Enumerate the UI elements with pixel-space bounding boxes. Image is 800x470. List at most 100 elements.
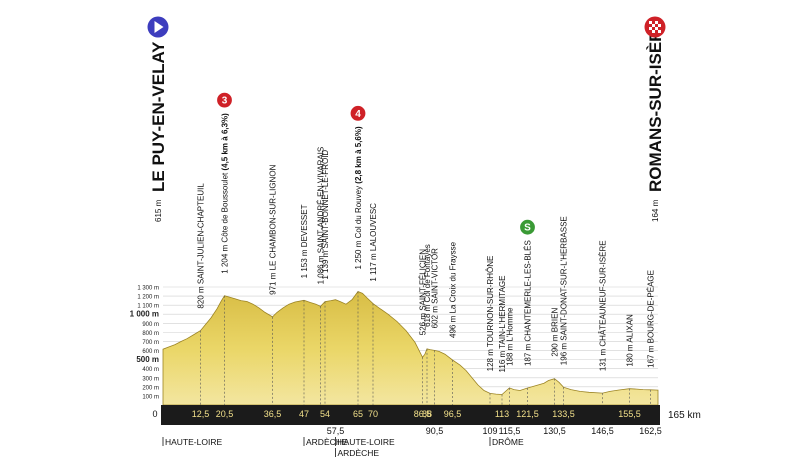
checker-square: [649, 21, 652, 24]
department-label: ARDÈCHE: [306, 437, 348, 447]
place-label: 131 m CHÂTEAUNEUF-SUR-ISÈRE: [599, 240, 608, 371]
place-label: 1 117 m LALOUVESC: [369, 203, 378, 282]
place-label-text: 496 m La Croix du Fraysse: [449, 241, 458, 338]
place-label: 116 m TAIN-L'HERMITAGE: [498, 276, 507, 373]
y-tick-label: 900 m: [142, 322, 159, 328]
place-label: 1 204 m Côte de Boussoulet (4,5 km à 6,3…: [221, 113, 230, 274]
km-tick-label: 36,5: [264, 409, 282, 419]
place-label: 496 m La Croix du Fraysse: [449, 241, 458, 338]
place-label-text: 1 204 m Côte de Boussoulet: [221, 171, 230, 274]
km-tick-label: 155,5: [618, 409, 641, 419]
place-label-text: 290 m BRIEN: [551, 308, 560, 357]
place-label: 188 m L'Homme: [506, 307, 515, 366]
climb-badge-circle: [349, 104, 367, 122]
km-tick-label: 54: [320, 409, 330, 419]
y-tick-label: 300 m: [142, 376, 159, 382]
department-label: HAUTE-LOIRE: [165, 437, 222, 447]
start-altitude: 615 m: [154, 199, 163, 222]
km-tick-label: 90,5: [426, 426, 444, 436]
place-label-text: 1 250 m Col du Rouvey: [354, 184, 363, 270]
place-label-text: 971 m LE CHAMBON-SUR-LIGNON: [269, 164, 278, 294]
place-label-text: 526 m SAINT-FÉLICIEN: [419, 249, 428, 335]
km-tick-label: 57,5: [327, 426, 345, 436]
place-label-text: 188 m L'Homme: [506, 307, 515, 366]
km-tick-label: 146,5: [591, 426, 614, 436]
y-tick-label: 1 100 m: [137, 304, 159, 310]
km-tick-label: 130,5: [543, 426, 566, 436]
km-tick-label: 113: [495, 409, 509, 419]
y-tick-label: 1 300 m: [137, 286, 159, 292]
checker-square: [658, 30, 661, 33]
km-tick-label: 65: [353, 409, 363, 419]
place-label: 1 139 m SAINT-BONNET-LE-FROID: [321, 150, 330, 280]
km-tick-label: 96,5: [444, 409, 462, 419]
total-distance-label: 165 km: [668, 410, 701, 421]
y-tick-label: 600 m: [142, 349, 159, 355]
climb-category-icon: 4: [349, 104, 367, 122]
place-label: 290 m BRIEN: [551, 308, 560, 357]
y-tick-label: 200 m: [142, 385, 159, 391]
place-label-text: 1 086 m SAINT-ANDRÉ-EN-VIVARAIS: [317, 147, 326, 285]
place-label-text: 131 m CHÂTEAUNEUF-SUR-ISÈRE: [599, 240, 608, 371]
place-label-text: 128 m TOURNON-SUR-RHÔNE: [486, 256, 495, 372]
y-tick-label: 800 m: [142, 331, 159, 337]
place-label: 187 m CHANTEMERLE-LES-BLÉS: [524, 240, 533, 366]
climb-category-icon: 3: [215, 91, 234, 109]
place-label-text: 820 m SAINT-JULIEN-CHAPTEUIL: [197, 183, 206, 309]
place-label-text: 196 m SAINT-DONAT-SUR-L'HERBASSE: [560, 216, 569, 365]
checker-square: [655, 21, 658, 24]
climb-category-label: 4: [355, 109, 361, 120]
place-label: 526 m SAINT-FÉLICIEN: [419, 249, 428, 335]
place-label: 602 m SAINT-VICTOR: [431, 248, 440, 329]
km-tick-label: 70: [368, 409, 378, 419]
km-tick-label: 115,5: [499, 426, 521, 436]
place-label-text: 602 m SAINT-VICTOR: [431, 248, 440, 329]
place-label: 971 m LE CHAMBON-SUR-LIGNON: [269, 164, 278, 294]
km-tick-label: 133,5: [552, 409, 575, 419]
start-name: LE PUY-EN-VELAY: [149, 41, 168, 192]
start-play-icon: [147, 16, 169, 38]
place-label-text: 1 117 m LALOUVESC: [369, 203, 378, 282]
finish-flag-icon: [644, 16, 666, 38]
play-triangle: [154, 21, 164, 33]
checker-square: [652, 24, 655, 27]
km-tick-label: 121,5: [516, 409, 539, 419]
km-tick-label: 88: [422, 409, 432, 419]
place-label: 618 m Col de Fontayes: [423, 244, 432, 327]
y-tick-label: 1 200 m: [137, 295, 159, 301]
climb-stats-text: (4,5 km à 6,3%): [221, 113, 230, 171]
checker-square: [655, 27, 658, 30]
climb-category-label: 3: [222, 96, 228, 107]
place-label: 180 m ALIXAN: [626, 314, 635, 367]
place-label-text: 1 153 m DEVESSET: [300, 204, 309, 278]
finish-name: ROMANS-SUR-ISÈRE: [646, 18, 665, 192]
place-label-text: 1 139 m SAINT-BONNET-LE-FROID: [321, 150, 330, 280]
climb-stats-text: (2,8 km à 5,6%): [354, 126, 363, 184]
checker-square: [658, 24, 661, 27]
sprint-label: S: [524, 223, 531, 234]
km-tick-label: 86,5: [414, 409, 432, 419]
department-label: ARDÈCHE: [338, 448, 380, 458]
place-label-text: 167 m BOURG-DE-PÉAGE: [647, 270, 656, 368]
km-tick-label: 109: [482, 426, 497, 436]
place-label: 1 153 m DEVESSET: [300, 204, 309, 278]
place-label-text: 116 m TAIN-L'HERMITAGE: [498, 276, 507, 373]
checker-square: [652, 30, 655, 33]
elevation-area: [162, 291, 659, 406]
place-label: 820 m SAINT-JULIEN-CHAPTEUIL: [197, 183, 206, 309]
y-tick-label: 400 m: [142, 367, 159, 373]
place-label: 196 m SAINT-DONAT-SUR-L'HERBASSE: [560, 216, 569, 365]
department-label: HAUTE-LOIRE: [338, 437, 395, 447]
place-label-text: 187 m CHANTEMERLE-LES-BLÉS: [524, 240, 533, 366]
place-label: 1 250 m Col du Rouvey (2,8 km à 5,6%): [354, 126, 363, 270]
place-label: 128 m TOURNON-SUR-RHÔNE: [486, 256, 495, 372]
y-tick-label: 100 m: [142, 394, 159, 400]
y-tick-label: 1 000 m: [130, 310, 159, 319]
department-label: DRÔME: [492, 437, 524, 447]
sprint-icon: S: [518, 218, 537, 236]
place-label-text: 180 m ALIXAN: [626, 314, 635, 367]
checker-square: [649, 27, 652, 30]
finish-altitude: 164 m: [651, 199, 660, 222]
